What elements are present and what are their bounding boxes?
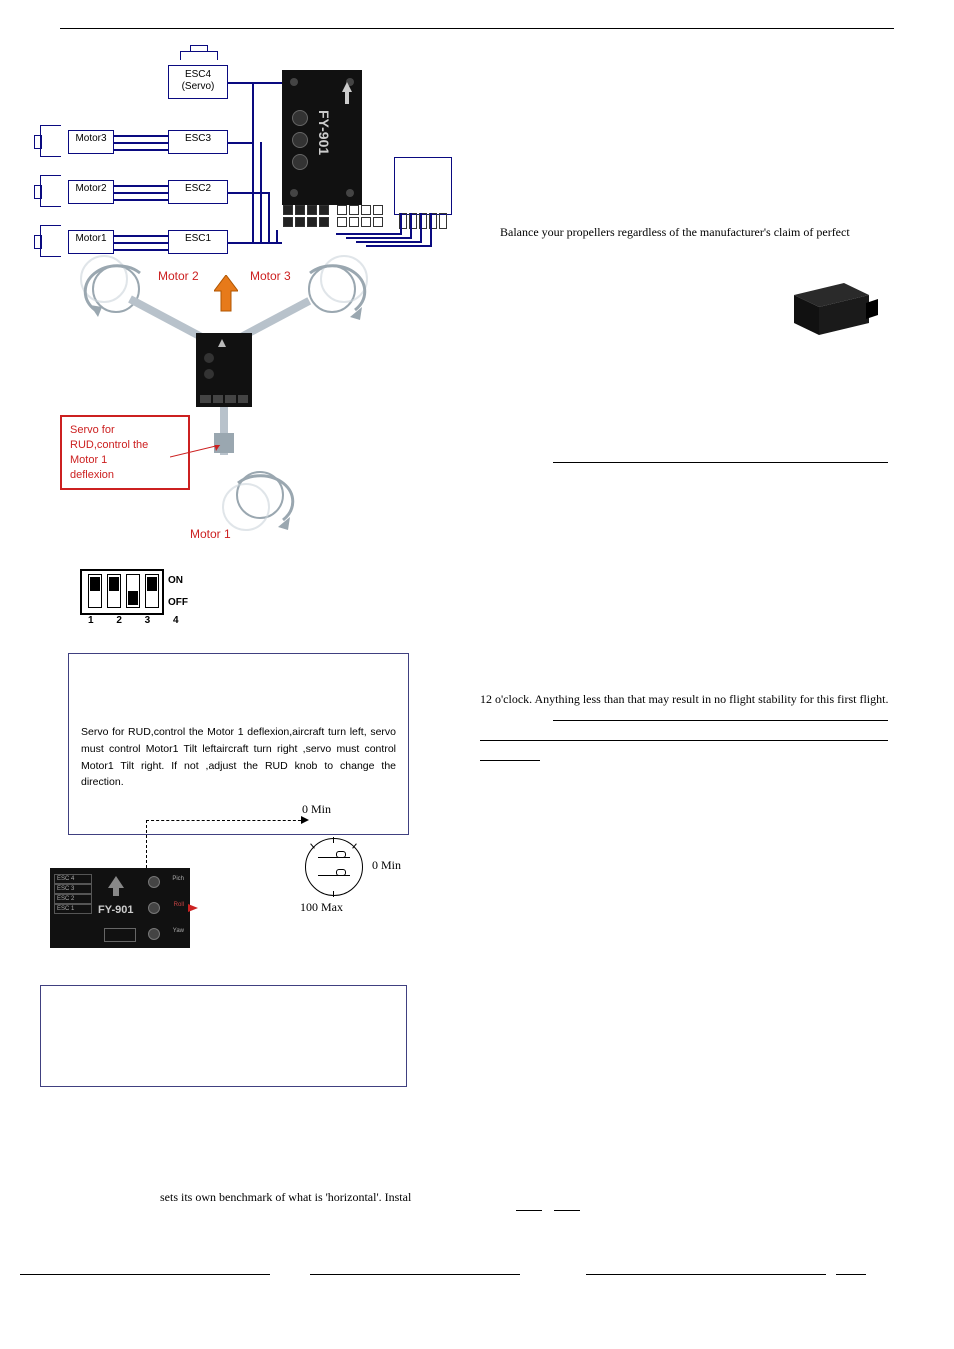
right-rule-3 bbox=[480, 740, 888, 741]
device-3d bbox=[774, 265, 884, 345]
right-rule-4 bbox=[480, 760, 540, 761]
gauge-top-label: 0 Min bbox=[302, 802, 331, 817]
rotation-arrow-m3 bbox=[290, 255, 370, 335]
top-rule bbox=[60, 28, 894, 29]
wire bbox=[228, 82, 282, 84]
wire bbox=[420, 213, 422, 243]
dip-nums: 1 2 3 4 bbox=[88, 615, 189, 626]
wire bbox=[114, 149, 168, 151]
fy901-center bbox=[196, 333, 252, 407]
esc1-box: ESC1 bbox=[168, 230, 228, 254]
fy901-label: FY-901 bbox=[316, 110, 332, 155]
wire bbox=[366, 245, 430, 247]
right-rule-2 bbox=[553, 720, 888, 721]
wire bbox=[228, 142, 252, 144]
right-rule-1 bbox=[553, 462, 888, 463]
esc4-box: ESC4(Servo) bbox=[168, 65, 228, 99]
fy901-pins-top bbox=[282, 205, 384, 215]
esc3-box: ESC3 bbox=[168, 130, 228, 154]
fy901-photo: ESC 4 ESC 3 ESC 2 ESC 1 FY-901 Pich Roll… bbox=[50, 868, 190, 948]
bottom-rule-b bbox=[554, 1210, 580, 1211]
wire bbox=[252, 242, 282, 244]
wire bbox=[268, 192, 270, 242]
footer-rule-2 bbox=[310, 1274, 520, 1275]
dip-on: ON bbox=[168, 575, 183, 586]
motor2-cap bbox=[40, 175, 61, 207]
gauge-side-label: 0 Min bbox=[372, 858, 401, 873]
footer-rule-3 bbox=[586, 1274, 826, 1275]
wire bbox=[114, 249, 168, 251]
motor1-plug bbox=[34, 235, 42, 249]
bottom-rule-a bbox=[516, 1210, 542, 1211]
footer-rule-1 bbox=[20, 1274, 270, 1275]
sensitivity-gauge bbox=[305, 838, 363, 896]
motor2-box: Motor2 bbox=[68, 180, 114, 204]
wire bbox=[400, 213, 402, 235]
motor1-cap bbox=[40, 225, 61, 257]
wire bbox=[430, 213, 432, 247]
wire bbox=[228, 192, 268, 194]
dash-arrowhead bbox=[301, 816, 309, 824]
dashed-leader-h bbox=[146, 820, 306, 821]
dashed-leader-v bbox=[146, 820, 147, 868]
rotation-arrow-m2 bbox=[80, 255, 160, 335]
twelve-text: 12 o'clock. Anything less than that may … bbox=[480, 692, 890, 707]
motor3-label: Motor 3 bbox=[250, 269, 291, 283]
motor2-plug bbox=[34, 185, 42, 199]
benchmark-text: sets its own benchmark of what is 'horiz… bbox=[160, 1190, 411, 1205]
motor2-label: Motor 2 bbox=[158, 269, 199, 283]
motor1-box: Motor1 bbox=[68, 230, 114, 254]
fy901-controller: FY-901 bbox=[282, 70, 362, 205]
gauge-bottom-label: 100 Max bbox=[300, 900, 343, 915]
footer-rule-4 bbox=[836, 1274, 866, 1275]
motor1-label: Motor 1 bbox=[190, 527, 231, 541]
dip-off: OFF bbox=[168, 597, 188, 608]
balance-text: Balance your propellers regardless of th… bbox=[500, 225, 890, 240]
motor3-cap bbox=[40, 125, 61, 157]
wire bbox=[252, 82, 254, 242]
wire bbox=[114, 185, 168, 187]
wire bbox=[356, 241, 420, 243]
motor3-plug bbox=[34, 135, 42, 149]
receiver-box bbox=[394, 157, 452, 215]
wire bbox=[114, 135, 168, 137]
motor3-box: Motor3 bbox=[68, 130, 114, 154]
dip-switch: ON OFF 1 2 3 4 bbox=[80, 569, 200, 629]
wire bbox=[114, 242, 168, 244]
fy901-pins-bot bbox=[282, 217, 384, 227]
wire bbox=[114, 192, 168, 194]
tricopter-layout: Motor 2 Motor 3 bbox=[70, 255, 400, 555]
wire bbox=[114, 199, 168, 201]
wire bbox=[346, 237, 410, 239]
esc2-box: ESC2 bbox=[168, 180, 228, 204]
esc4-top bbox=[190, 45, 208, 52]
wiring-diagram: ESC4(Servo) Motor3 ESC3 Motor2 ESC2 Moto… bbox=[20, 45, 440, 235]
wire bbox=[336, 233, 400, 235]
esc4-cap bbox=[180, 51, 218, 60]
empty-info-box bbox=[40, 985, 407, 1087]
wire bbox=[114, 235, 168, 237]
direction-arrow bbox=[214, 275, 238, 315]
servo-description-box: Servo for RUD,control the Motor 1 deflex… bbox=[68, 653, 409, 835]
left-column: ESC4(Servo) Motor3 ESC3 Motor2 ESC2 Moto… bbox=[20, 30, 450, 835]
wire bbox=[114, 142, 168, 144]
leader-line bbox=[170, 445, 240, 475]
wire bbox=[410, 213, 412, 239]
